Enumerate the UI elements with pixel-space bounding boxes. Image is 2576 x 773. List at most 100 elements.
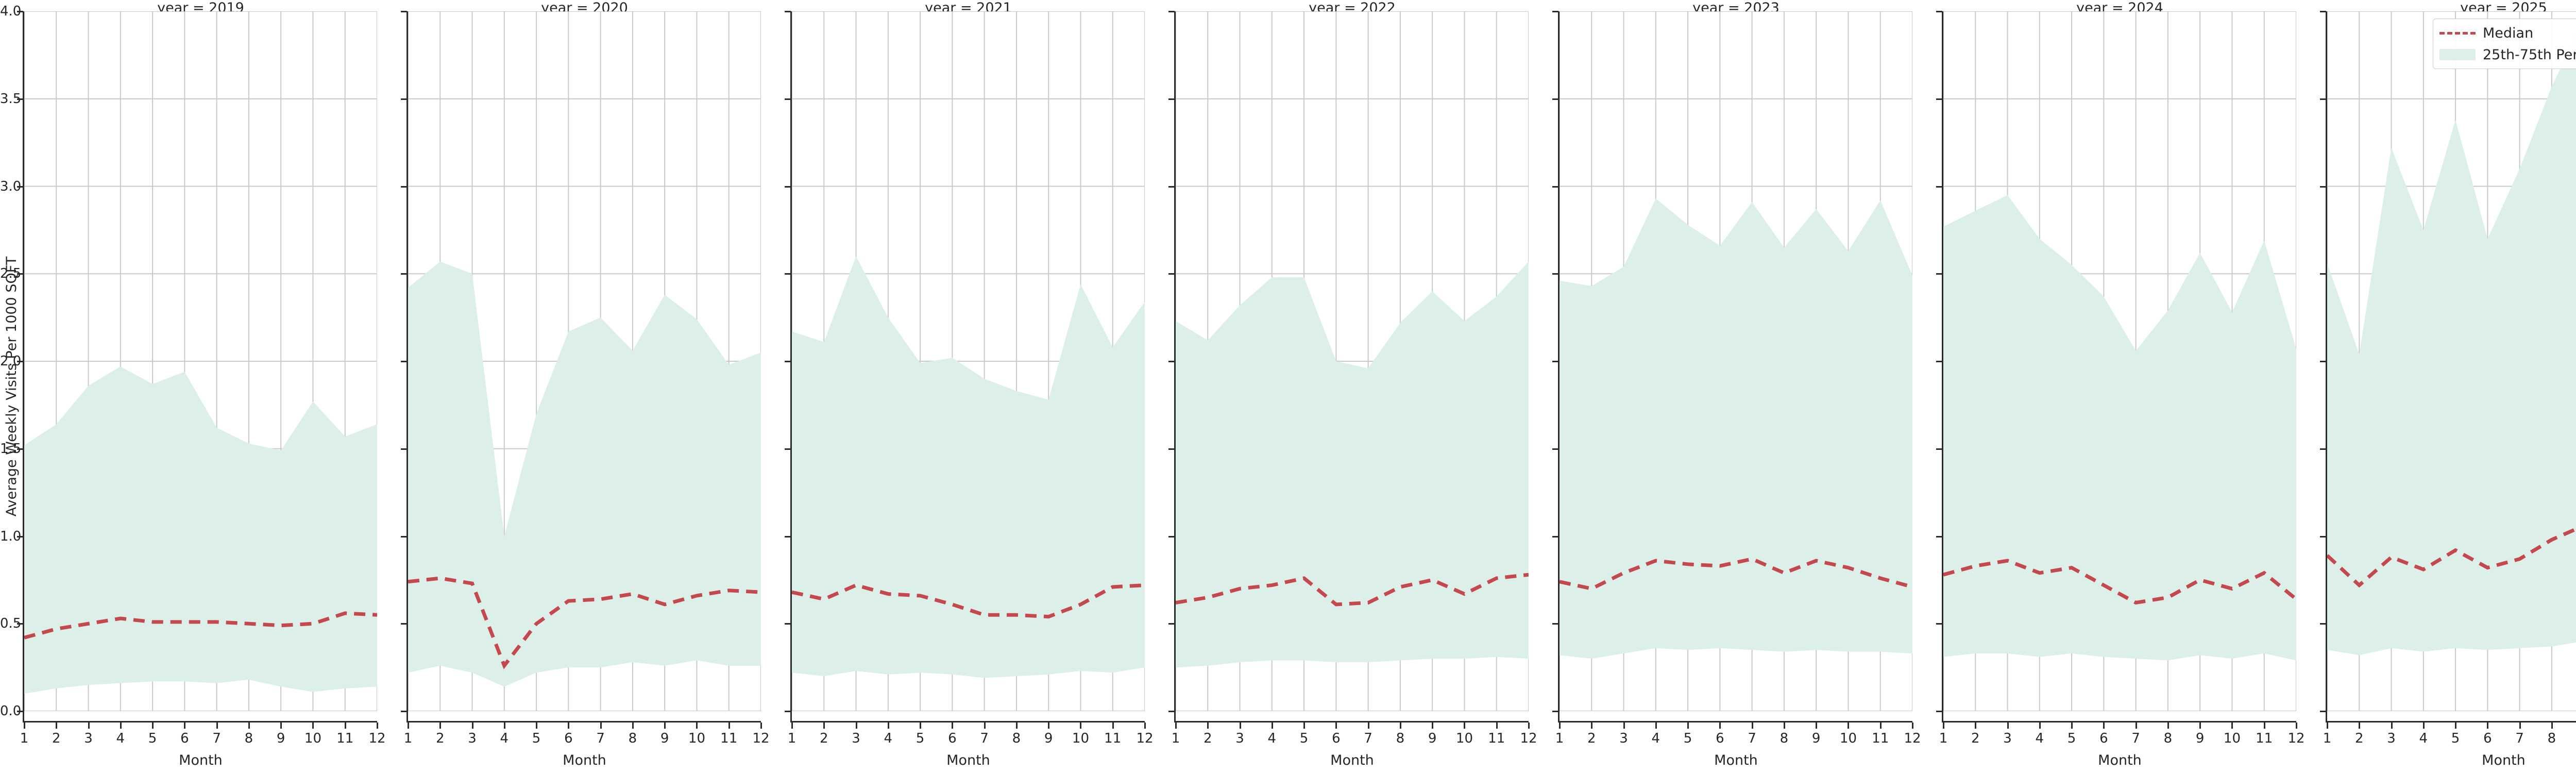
x-tick-label: 11 [1872, 731, 1889, 746]
median-line [792, 583, 1145, 619]
x-tick-mark [408, 722, 409, 729]
x-tick-mark [696, 722, 698, 729]
y-tick-mark [401, 11, 407, 12]
median-line [1943, 559, 2296, 605]
y-tick-label: 4.0 [0, 4, 22, 19]
x-tick-mark [152, 722, 154, 729]
x-tick-mark [280, 722, 282, 729]
x-tick-mark [1144, 722, 1146, 729]
facet-panel-2025: year = 2025123456789101112Month [2320, 0, 2576, 773]
x-tick-mark [2296, 722, 2297, 729]
y-tick-mark [1168, 711, 1175, 712]
x-tick-mark [1591, 722, 1593, 729]
facet-panel-2019: year = 2019 1 2 3 4 5 6 7 8 9 10 11 12 Month [17, 0, 386, 773]
y-tick-mark [2320, 361, 2326, 362]
y-tick-mark [1168, 186, 1175, 188]
x-tick-mark [1015, 722, 1018, 729]
x-axis-label-2020: Month [563, 752, 606, 768]
x-tick-mark [1943, 722, 1944, 729]
x-tick-mark [471, 722, 473, 729]
x-tick-label: 6 [564, 731, 573, 746]
y-tick-mark [785, 711, 791, 712]
y-tick-mark [2320, 11, 2326, 12]
y-tick-mark [2320, 711, 2326, 712]
x-tick-mark [1751, 722, 1753, 729]
y-tick-label: 1.0 [0, 528, 22, 544]
x-tick-mark [2007, 722, 2009, 729]
y-tick-mark [785, 11, 791, 12]
plot-canvas-2024 [1943, 11, 2296, 711]
y-tick-mark [1936, 535, 1942, 537]
axis-spine-bottom [790, 721, 1145, 722]
x-axis-label-2024: Month [2098, 752, 2142, 768]
y-tick-mark [785, 273, 791, 275]
x-tick-label: 5 [1299, 731, 1309, 746]
x-tick-label: 2 [1971, 731, 1980, 746]
x-tick-label: 5 [2451, 731, 2460, 746]
y-tick-mark [401, 186, 407, 188]
x-tick-label: 2 [1587, 731, 1596, 746]
x-tick-mark [2327, 722, 2328, 729]
x-tick-mark [312, 722, 314, 729]
y-tick-label: 3.0 [0, 178, 22, 194]
x-tick-label: 7 [1364, 731, 1372, 746]
x-tick-label: 10 [1072, 731, 1089, 746]
x-tick-label: 8 [244, 731, 253, 746]
x-tick-mark [823, 722, 825, 729]
x-tick-mark [503, 722, 505, 729]
plot-area-2021 [792, 11, 1145, 711]
x-tick-label: 2 [1203, 731, 1212, 746]
percentile-band-area [2327, 36, 2576, 656]
x-axis-label-2025: Month [2482, 752, 2526, 768]
y-tick-mark [785, 361, 791, 362]
legend-label-median: Median [2483, 25, 2534, 41]
y-tick-mark [2320, 273, 2326, 275]
median-line [24, 611, 377, 640]
y-tick-mark [1552, 186, 1558, 188]
x-tick-label: 5 [532, 731, 541, 746]
axis-spine-left [2326, 11, 2327, 722]
y-tick-mark [1552, 711, 1558, 712]
x-tick-label: 3 [468, 731, 477, 746]
x-tick-label: 1 [1555, 731, 1564, 746]
y-tick-mark [1168, 535, 1175, 537]
x-tick-label: 2 [2354, 731, 2364, 746]
x-tick-label: 2 [819, 731, 828, 746]
x-tick-mark [24, 722, 25, 729]
x-tick-label: 10 [304, 731, 321, 746]
y-tick-mark [1552, 535, 1558, 537]
x-tick-label: 11 [336, 731, 354, 746]
y-tick-mark [785, 448, 791, 450]
percentile-band-area [1176, 261, 1529, 668]
axis-spine-bottom [23, 721, 377, 722]
x-tick-label: 9 [276, 731, 285, 746]
x-tick-mark [2551, 722, 2553, 729]
x-tick-mark [2039, 722, 2041, 729]
x-tick-label: 4 [1267, 731, 1277, 746]
x-tick-label: 11 [1488, 731, 1505, 746]
facet-panel-2024: year = 2024 1 2 3 4 5 6 7 8 9 10 11 12 Month [1936, 0, 2305, 773]
x-tick-label: 9 [1811, 731, 1821, 746]
x-tick-label: 9 [1044, 731, 1053, 746]
x-tick-label: 4 [500, 731, 509, 746]
y-tick-label: 2.5 [0, 266, 22, 282]
x-tick-mark [920, 722, 922, 729]
x-tick-mark [2359, 722, 2361, 729]
x-tick-label: 6 [1332, 731, 1341, 746]
plot-canvas-2022 [1176, 11, 1529, 711]
axis-spine-left [1942, 11, 1943, 722]
x-tick-mark [216, 722, 218, 729]
x-tick-mark [760, 722, 762, 729]
x-tick-label: 10 [1839, 731, 1857, 746]
x-tick-mark [1879, 722, 1882, 729]
x-tick-mark [728, 722, 730, 729]
x-tick-mark [1367, 722, 1369, 729]
plot-area-2023 [1560, 11, 1912, 711]
axis-spine-left [1174, 11, 1176, 722]
facet-panel-2021: year = 2021 1 2 3 4 5 6 7 8 9 10 11 12 Month [785, 0, 1154, 773]
x-tick-mark [1464, 722, 1466, 729]
plot-canvas-2020 [408, 11, 761, 711]
axis-spine-bottom [2326, 721, 2576, 722]
x-tick-mark [1719, 722, 1721, 729]
x-axis-label-2019: Month [179, 752, 223, 768]
